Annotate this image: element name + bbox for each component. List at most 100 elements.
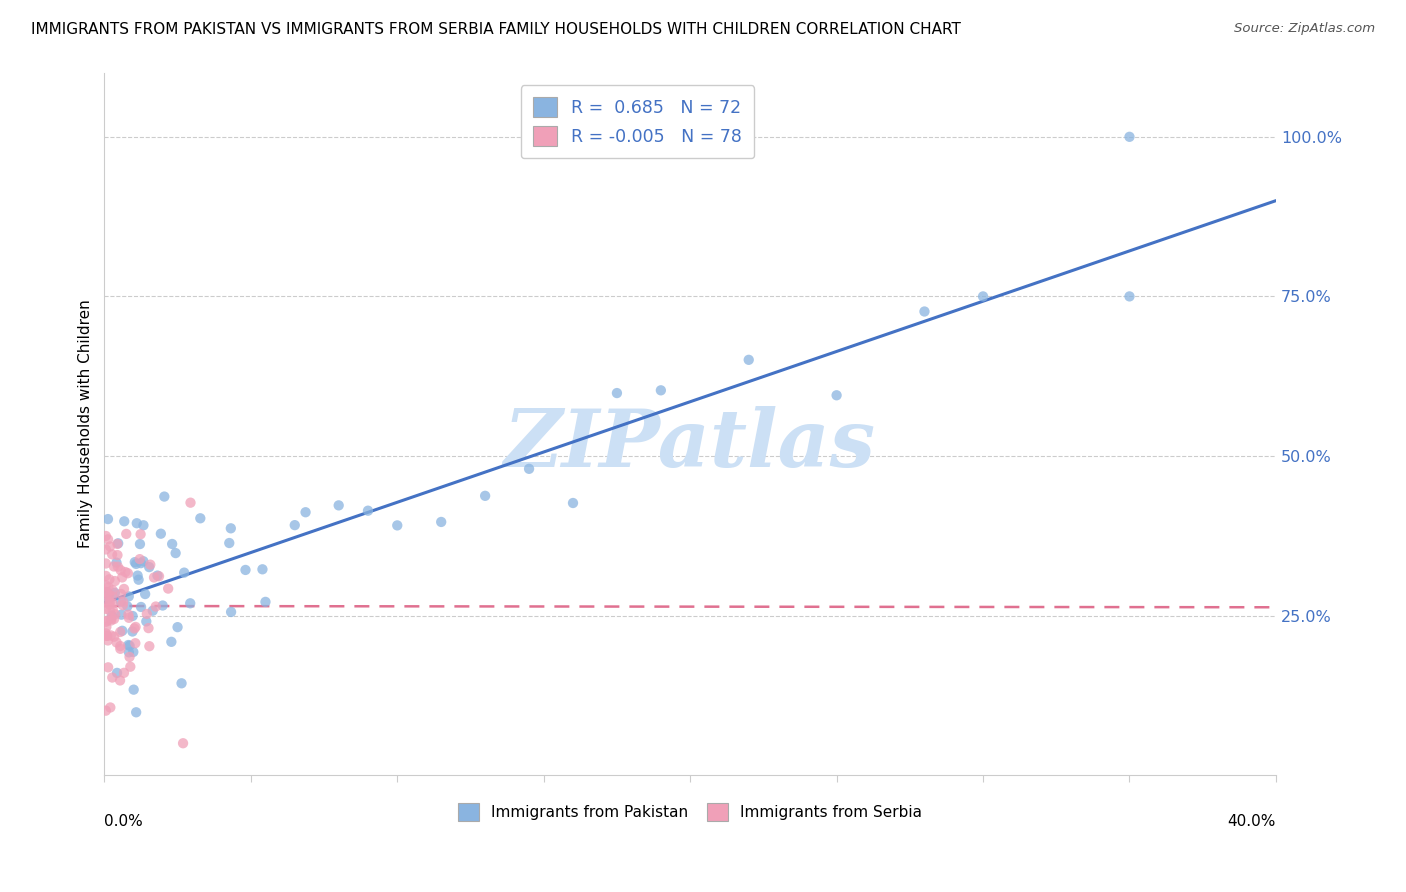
Point bbox=[96, 629, 118, 643]
Point bbox=[430, 515, 453, 529]
Point bbox=[94, 585, 117, 599]
Point bbox=[112, 595, 135, 609]
Point bbox=[1118, 129, 1140, 144]
Point bbox=[94, 529, 117, 543]
Point bbox=[94, 557, 117, 571]
Point bbox=[128, 552, 150, 566]
Point bbox=[118, 590, 141, 604]
Point bbox=[128, 573, 150, 587]
Point bbox=[107, 536, 129, 550]
Point bbox=[110, 639, 132, 653]
Point bbox=[124, 622, 146, 636]
Point bbox=[972, 289, 994, 303]
Point bbox=[149, 526, 172, 541]
Point bbox=[124, 636, 146, 650]
Point bbox=[98, 598, 121, 612]
Point bbox=[124, 620, 146, 634]
Point bbox=[101, 603, 124, 617]
Point bbox=[121, 609, 143, 624]
Point bbox=[105, 556, 128, 570]
Point bbox=[138, 639, 160, 653]
Point bbox=[101, 589, 124, 603]
Point bbox=[173, 566, 195, 580]
Point bbox=[112, 665, 135, 680]
Point bbox=[96, 614, 118, 628]
Point bbox=[172, 736, 194, 750]
Point bbox=[108, 625, 131, 640]
Point bbox=[101, 583, 124, 598]
Point bbox=[179, 596, 201, 610]
Text: IMMIGRANTS FROM PAKISTAN VS IMMIGRANTS FROM SERBIA FAMILY HOUSEHOLDS WITH CHILDR: IMMIGRANTS FROM PAKISTAN VS IMMIGRANTS F… bbox=[31, 22, 960, 37]
Point bbox=[97, 512, 120, 526]
Point bbox=[98, 572, 121, 586]
Point bbox=[100, 614, 122, 628]
Point bbox=[118, 611, 141, 625]
Text: ZIPatlas: ZIPatlas bbox=[505, 407, 876, 483]
Point bbox=[122, 645, 145, 659]
Point bbox=[146, 568, 169, 582]
Point bbox=[219, 605, 242, 619]
Point bbox=[825, 388, 848, 402]
Point bbox=[101, 547, 124, 561]
Point bbox=[101, 597, 124, 611]
Point bbox=[129, 599, 152, 614]
Point bbox=[94, 626, 117, 640]
Point bbox=[129, 537, 152, 551]
Point bbox=[105, 537, 128, 551]
Point bbox=[103, 612, 125, 626]
Point bbox=[110, 594, 132, 608]
Point bbox=[104, 586, 127, 600]
Point bbox=[111, 624, 134, 638]
Point bbox=[170, 676, 193, 690]
Point bbox=[738, 352, 761, 367]
Point bbox=[121, 624, 143, 639]
Text: 0.0%: 0.0% bbox=[104, 814, 143, 829]
Point bbox=[96, 595, 118, 609]
Point bbox=[107, 548, 129, 562]
Point bbox=[103, 559, 125, 574]
Point bbox=[165, 546, 187, 560]
Point bbox=[235, 563, 257, 577]
Point bbox=[118, 645, 141, 659]
Point bbox=[153, 490, 176, 504]
Legend: Immigrants from Pakistan, Immigrants from Serbia: Immigrants from Pakistan, Immigrants fro… bbox=[451, 797, 928, 827]
Point bbox=[110, 563, 132, 577]
Point bbox=[129, 556, 152, 570]
Point bbox=[97, 533, 120, 547]
Point bbox=[157, 582, 180, 596]
Point bbox=[115, 527, 138, 541]
Point bbox=[138, 621, 160, 635]
Point bbox=[142, 604, 165, 618]
Point bbox=[122, 682, 145, 697]
Point bbox=[105, 635, 128, 649]
Point bbox=[139, 558, 162, 572]
Point bbox=[284, 518, 307, 533]
Point bbox=[124, 555, 146, 569]
Point bbox=[98, 588, 121, 602]
Point bbox=[107, 559, 129, 574]
Point bbox=[94, 615, 117, 629]
Point bbox=[474, 489, 496, 503]
Point bbox=[218, 536, 240, 550]
Point bbox=[127, 568, 149, 582]
Point bbox=[1118, 289, 1140, 303]
Point bbox=[152, 599, 174, 613]
Point bbox=[110, 607, 132, 622]
Point bbox=[562, 496, 585, 510]
Point bbox=[188, 511, 211, 525]
Text: Source: ZipAtlas.com: Source: ZipAtlas.com bbox=[1234, 22, 1375, 36]
Point bbox=[125, 516, 148, 531]
Point bbox=[96, 620, 118, 634]
Point bbox=[118, 649, 141, 664]
Point bbox=[100, 628, 122, 642]
Point bbox=[111, 570, 134, 584]
Point bbox=[120, 659, 142, 673]
Point bbox=[94, 578, 117, 592]
Point bbox=[105, 665, 128, 680]
Point bbox=[104, 607, 127, 622]
Point bbox=[179, 496, 201, 510]
Point bbox=[110, 587, 132, 601]
Point bbox=[294, 505, 316, 519]
Point bbox=[96, 585, 118, 599]
Point bbox=[94, 542, 117, 557]
